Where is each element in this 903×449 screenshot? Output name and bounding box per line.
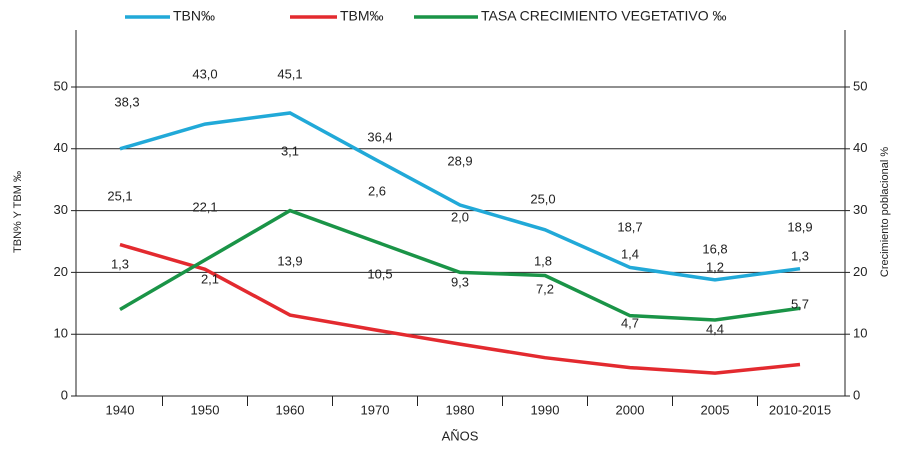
annotation: 2,0 xyxy=(451,209,469,224)
y2-tick-label: 50 xyxy=(853,78,867,93)
annotation: 28,9 xyxy=(447,153,472,168)
x-tick-label: 1990 xyxy=(531,402,560,417)
annotation: 18,7 xyxy=(617,219,642,234)
x-tick-label: 2010-2015 xyxy=(769,402,831,417)
annotation: 1,3 xyxy=(791,248,809,263)
x-tick-label: 1950 xyxy=(191,402,220,417)
y-tick-label: 50 xyxy=(54,78,68,93)
annotation: 1,4 xyxy=(621,246,639,261)
annotation: 16,8 xyxy=(702,241,727,256)
series-line xyxy=(119,242,801,375)
y-tick-label: 0 xyxy=(61,387,68,402)
annotation: 38,3 xyxy=(114,94,139,109)
annotation: 13,9 xyxy=(277,253,302,268)
legend-label: TBM‰ xyxy=(340,8,384,24)
x-tick-label: 1970 xyxy=(361,402,390,417)
x-tick-label: 1960 xyxy=(276,402,305,417)
annotation: 7,2 xyxy=(536,281,554,296)
series-line xyxy=(119,111,801,282)
annotation: 4,4 xyxy=(706,321,724,336)
y-tick-label: 20 xyxy=(54,264,68,279)
annotation: 4,7 xyxy=(621,315,639,330)
x-tick-label: 2000 xyxy=(616,402,645,417)
y-tick-label: 40 xyxy=(54,140,68,155)
annotation: 25,0 xyxy=(530,191,555,206)
legend-label: TASA CRECIMIENTO VEGETATIVO ‰ xyxy=(481,8,727,24)
annotation: 3,1 xyxy=(281,143,299,158)
annotation: 25,1 xyxy=(107,188,132,203)
y2-axis-label: Crecimiento poblacional % xyxy=(879,147,891,277)
annotation: 5,7 xyxy=(791,296,809,311)
annotation: 9,3 xyxy=(451,274,469,289)
annotation: 2,1 xyxy=(201,271,219,286)
annotation: 10,5 xyxy=(367,266,392,281)
y-tick-label: 30 xyxy=(54,202,68,217)
annotation: 36,4 xyxy=(367,129,392,144)
annotation: 1,8 xyxy=(534,253,552,268)
annotation: 1,3 xyxy=(111,256,129,271)
annotation: 2,6 xyxy=(368,183,386,198)
y-axis-label: TBN% Y TBM ‰ xyxy=(12,171,24,253)
y-tick-label: 10 xyxy=(54,326,68,341)
x-tick-label: 2005 xyxy=(701,402,730,417)
y2-tick-label: 40 xyxy=(853,140,867,155)
y2-tick-label: 0 xyxy=(853,387,860,402)
y2-tick-label: 10 xyxy=(853,326,867,341)
series-line xyxy=(119,208,801,322)
annotation: 43,0 xyxy=(192,66,217,81)
annotation: 45,1 xyxy=(277,66,302,81)
x-tick-label: 1980 xyxy=(446,402,475,417)
y2-tick-label: 30 xyxy=(853,202,867,217)
annotation: 1,2 xyxy=(706,259,724,274)
x-axis-label: AÑOS xyxy=(442,428,479,443)
annotation: 18,9 xyxy=(787,219,812,234)
annotation: 22,1 xyxy=(192,199,217,214)
x-tick-label: 1940 xyxy=(106,402,135,417)
legend-label: TBN‰ xyxy=(173,8,215,24)
y2-tick-label: 20 xyxy=(853,264,867,279)
